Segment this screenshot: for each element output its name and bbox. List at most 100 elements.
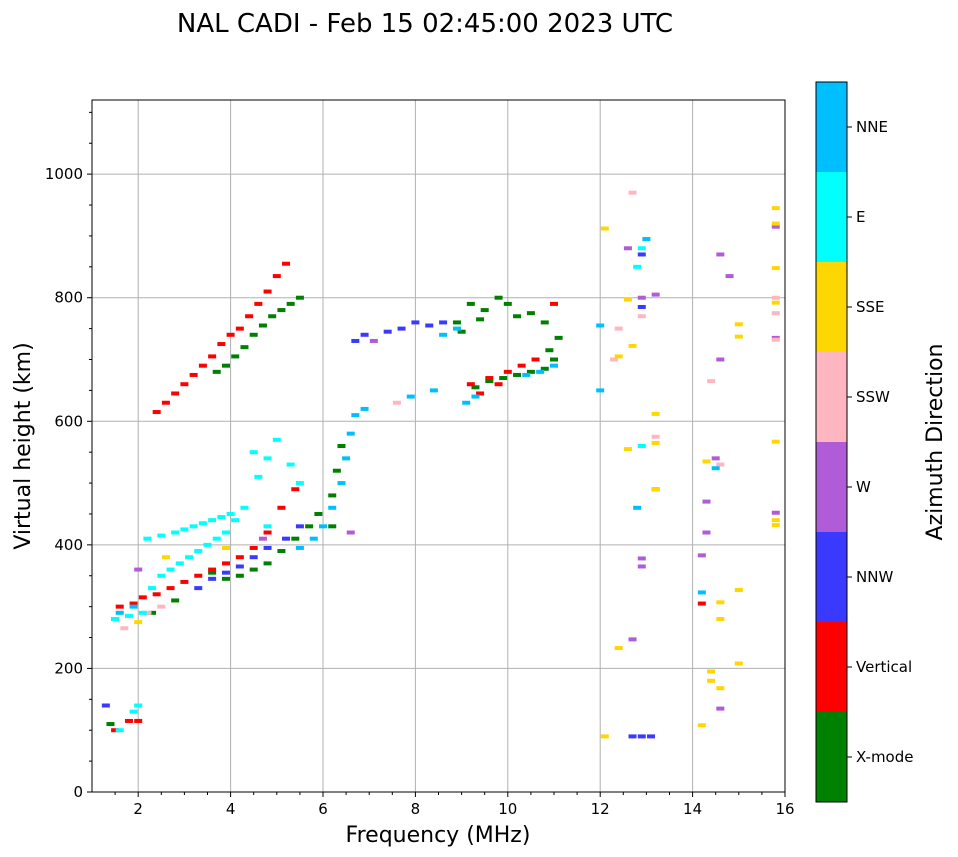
data-point: [282, 536, 291, 541]
colorbar-tick-label: SSE: [856, 298, 885, 316]
data-point: [171, 598, 180, 603]
data-point: [716, 357, 725, 362]
data-point: [702, 499, 711, 504]
data-point: [328, 524, 337, 529]
data-point: [185, 555, 194, 560]
data-point: [171, 391, 180, 396]
data-point: [157, 533, 166, 538]
data-point: [550, 363, 558, 368]
data-point: [734, 322, 743, 327]
colorbar-tick-label: Vertical: [856, 658, 912, 676]
data-point: [734, 661, 743, 666]
x-tick-label: 2: [133, 800, 143, 818]
data-point: [651, 292, 660, 297]
data-point: [157, 604, 166, 609]
data-point: [637, 304, 646, 309]
data-point: [337, 481, 346, 486]
data-point: [189, 372, 198, 377]
data-point: [633, 264, 642, 269]
data-point: [697, 723, 706, 728]
data-point: [623, 447, 632, 452]
data-point: [536, 369, 545, 374]
data-point: [106, 722, 115, 727]
x-tick-label: 6: [318, 800, 328, 818]
data-point: [462, 400, 471, 405]
data-point: [429, 388, 438, 393]
y-tick-label: 400: [54, 536, 83, 554]
data-point: [263, 289, 272, 294]
data-point: [295, 545, 304, 550]
data-point: [540, 320, 549, 325]
colorbar-swatch: [816, 622, 847, 712]
data-point: [550, 357, 558, 362]
data-point: [351, 338, 360, 343]
data-point: [115, 610, 124, 615]
data-point: [337, 444, 346, 448]
x-tick-label: 12: [591, 800, 610, 818]
colorbar-swatch: [816, 712, 847, 802]
data-point: [295, 481, 304, 486]
data-point: [249, 567, 258, 572]
data-point: [134, 703, 143, 708]
data-point: [716, 686, 725, 691]
data-point: [637, 246, 646, 251]
data-points: [101, 190, 780, 739]
data-point: [637, 295, 646, 300]
data-point: [208, 518, 217, 523]
data-point: [124, 613, 133, 618]
data-point: [221, 561, 230, 566]
data-point: [286, 301, 295, 306]
data-point: [295, 295, 304, 300]
x-tick-label: 4: [226, 800, 236, 818]
colorbar-tick-label: E: [856, 208, 865, 226]
data-point: [208, 354, 217, 359]
colorbar-tick-label: W: [856, 478, 871, 496]
data-point: [651, 440, 660, 445]
data-point: [716, 252, 725, 257]
data-point: [480, 308, 489, 313]
data-point: [637, 444, 646, 448]
data-point: [346, 530, 355, 535]
data-point: [697, 601, 706, 606]
y-tick-label: 200: [54, 659, 83, 677]
data-point: [148, 610, 157, 615]
data-point: [771, 206, 780, 211]
grid: [92, 100, 786, 793]
data-point: [383, 329, 392, 334]
data-point: [138, 610, 147, 615]
data-point: [258, 536, 267, 541]
data-point: [596, 388, 605, 393]
data-point: [494, 382, 503, 387]
data-point: [476, 391, 485, 396]
data-point: [208, 567, 217, 572]
data-point: [129, 604, 138, 609]
data-point: [360, 332, 369, 337]
data-point: [221, 576, 230, 581]
data-point: [166, 567, 175, 572]
data-point: [282, 261, 291, 266]
x-tick-label: 8: [411, 800, 421, 818]
data-point: [263, 545, 272, 550]
data-point: [277, 549, 286, 554]
data-point: [628, 343, 637, 348]
data-point: [452, 320, 461, 325]
data-point: [725, 274, 734, 279]
data-point: [101, 703, 110, 708]
data-point: [272, 437, 281, 442]
data-point: [771, 510, 780, 515]
y-axis-label: Virtual height (km): [11, 342, 36, 549]
data-point: [711, 466, 720, 471]
data-point: [124, 718, 133, 723]
y-tick-label: 0: [73, 783, 83, 801]
data-point: [342, 456, 351, 461]
data-point: [157, 573, 166, 578]
data-point: [111, 617, 120, 621]
data-point: [494, 295, 503, 300]
data-point: [697, 590, 706, 595]
data-point: [217, 515, 226, 520]
data-point: [346, 431, 355, 436]
data-point: [439, 332, 448, 337]
data-point: [272, 274, 281, 279]
data-point: [221, 570, 230, 575]
data-point: [111, 728, 120, 733]
